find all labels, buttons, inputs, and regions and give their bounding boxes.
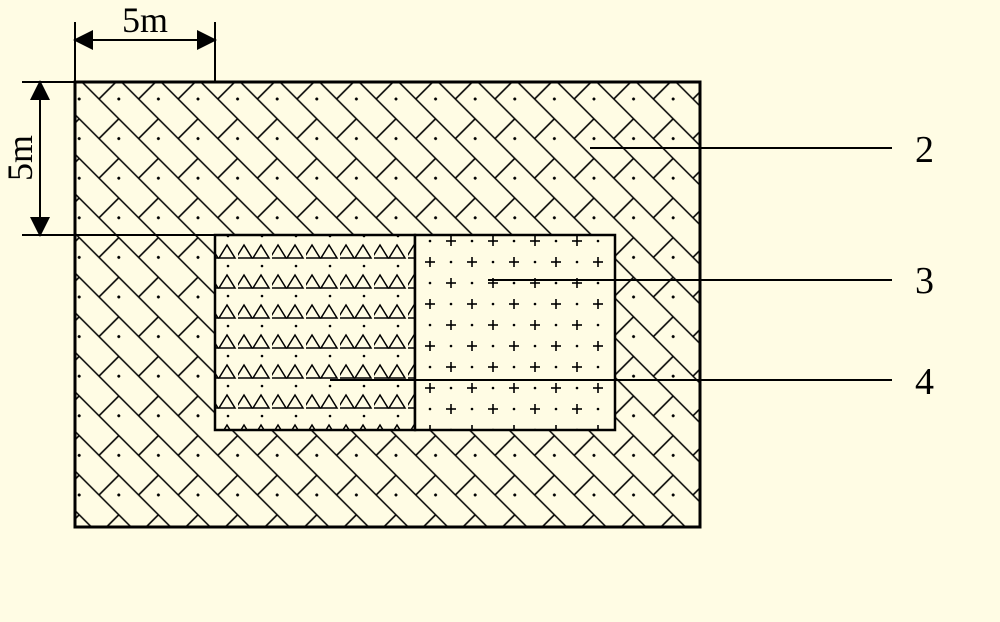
callout-3-label: 3 [915, 260, 934, 302]
callout-4-label: 4 [915, 361, 934, 403]
callout-2-label: 2 [915, 129, 934, 171]
dimension-horizontal-label: 5m [122, 0, 168, 40]
region-4-inner-left [215, 235, 415, 430]
dimension-horizontal: 5m [75, 0, 215, 82]
region-3-inner-right [415, 235, 615, 430]
dimension-vertical-label: 5m [0, 135, 40, 181]
